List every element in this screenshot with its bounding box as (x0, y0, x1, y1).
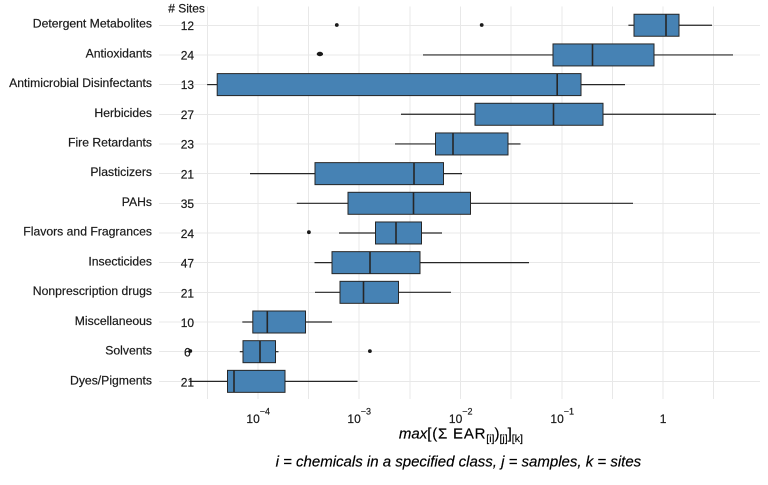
svg-text:−4: −4 (260, 407, 270, 417)
svg-text:10: 10 (347, 412, 361, 426)
svg-text:47: 47 (181, 257, 195, 271)
svg-text:Fire Retardants: Fire Retardants (68, 136, 152, 150)
svg-text:Miscellaneous: Miscellaneous (75, 314, 152, 328)
svg-text:PAHs: PAHs (122, 195, 152, 209)
svg-text:6: 6 (184, 346, 191, 360)
svg-text:23: 23 (181, 138, 195, 152)
svg-text:−2: −2 (462, 407, 472, 417)
svg-text:35: 35 (181, 197, 195, 211)
svg-text:Dyes/Pigments: Dyes/Pigments (70, 373, 152, 387)
svg-text:21: 21 (181, 286, 195, 300)
svg-text:# Sites: # Sites (168, 2, 205, 16)
svg-text:27: 27 (181, 108, 195, 122)
svg-text:10: 10 (550, 412, 564, 426)
svg-text:Solvents: Solvents (105, 344, 152, 358)
svg-text:Plasticizers: Plasticizers (90, 165, 152, 179)
svg-text:Detergent Metabolites: Detergent Metabolites (33, 17, 152, 31)
svg-text:−3: −3 (361, 407, 371, 417)
svg-text:Antioxidants: Antioxidants (86, 46, 152, 60)
svg-text:13: 13 (181, 78, 195, 92)
svg-text:Insecticides: Insecticides (88, 254, 152, 268)
svg-text:Nonprescription drugs: Nonprescription drugs (33, 284, 152, 298)
svg-text:12: 12 (181, 19, 195, 33)
svg-text:10: 10 (449, 412, 463, 426)
svg-text:Herbicides: Herbicides (94, 106, 152, 120)
svg-text:21: 21 (181, 376, 195, 390)
svg-text:−1: −1 (564, 407, 574, 417)
svg-text:max[(Σ EAR[i])[j]][k]: max[(Σ EAR[i])[j]][k] (399, 426, 523, 446)
svg-text:i = chemicals in a specified c: i = chemicals in a specified class, j = … (276, 454, 642, 471)
svg-text:21: 21 (181, 167, 195, 181)
svg-text:24: 24 (181, 49, 195, 63)
svg-text:Flavors and Fragrances: Flavors and Fragrances (23, 225, 152, 239)
svg-text:24: 24 (181, 227, 195, 241)
svg-text:10: 10 (181, 316, 195, 330)
svg-text:Antimicrobial Disinfectants: Antimicrobial Disinfectants (9, 76, 152, 90)
svg-text:1: 1 (660, 412, 667, 426)
svg-text:10: 10 (246, 412, 260, 426)
